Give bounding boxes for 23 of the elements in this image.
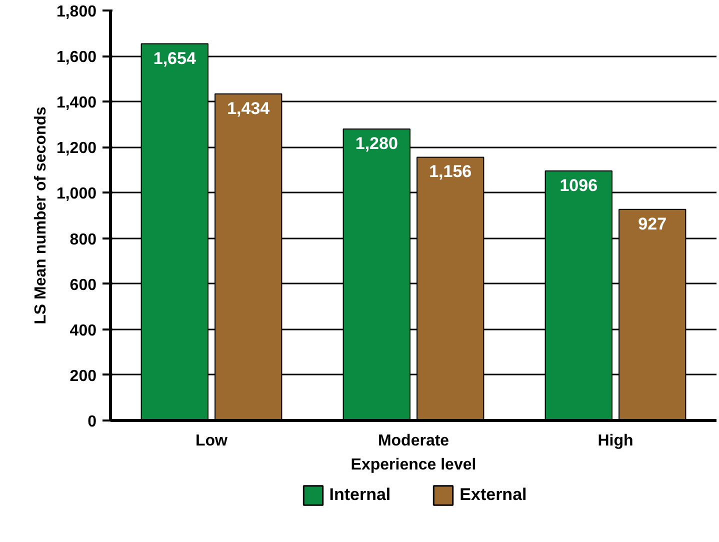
y-tick-label: 400 <box>70 322 97 340</box>
y-tick-label: 600 <box>70 276 97 294</box>
y-tick-label: 0 <box>88 414 97 430</box>
y-tick-label: 200 <box>70 368 97 385</box>
y-tick-label: 1,000 <box>56 186 97 203</box>
data-label: 1,156 <box>429 162 472 182</box>
data-label: 1096 <box>560 176 598 195</box>
y-tick-label: 1,200 <box>56 140 97 158</box>
data-label: 1,280 <box>355 134 398 153</box>
data-label: 1,434 <box>227 98 270 118</box>
x-tick-label: High <box>598 432 634 450</box>
x-tick-label: Moderate <box>378 432 450 450</box>
y-tick-label: 1,400 <box>56 94 97 112</box>
x-tick-label: Low <box>196 432 228 450</box>
y-tick-label: 1,600 <box>56 49 97 66</box>
data-label: 1,654 <box>153 48 196 68</box>
y-axis-title: LS Mean number of seconds <box>32 106 50 324</box>
y-tick-label: 1,800 <box>56 4 97 20</box>
y-tick-label: 800 <box>70 231 97 248</box>
data-label: 927 <box>638 214 667 234</box>
legend-label: Internal <box>329 485 391 505</box>
x-axis-title: Experience level <box>350 456 476 474</box>
legend-label: External <box>460 485 527 505</box>
